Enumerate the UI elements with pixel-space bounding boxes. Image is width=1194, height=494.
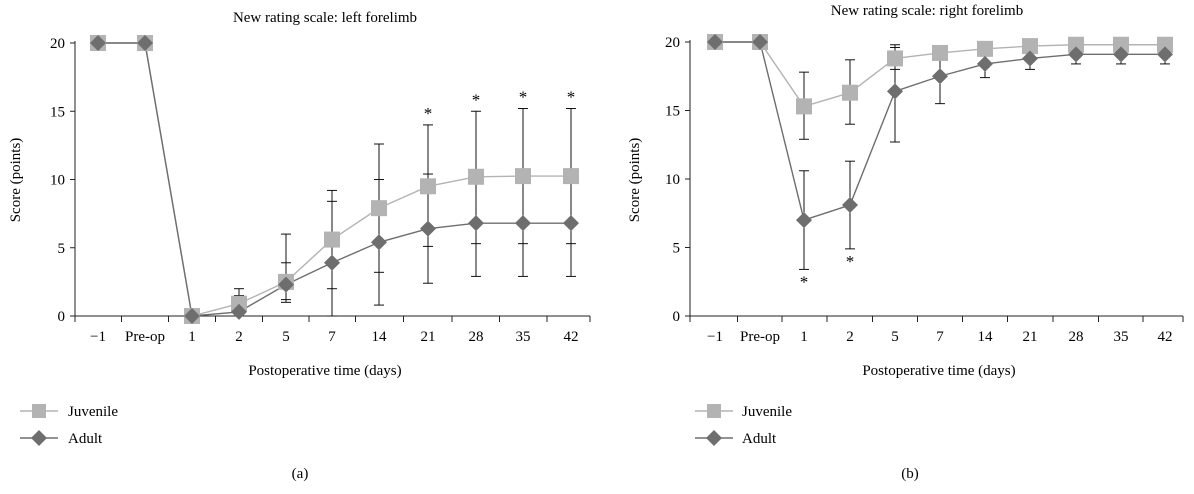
chart-a-point-adult xyxy=(184,308,200,324)
legend-a-adult-marker xyxy=(31,430,47,446)
chart-a-xtick-label: 5 xyxy=(282,329,290,345)
chart-a-point-juvenile xyxy=(515,168,531,185)
chart-a-point-juvenile xyxy=(371,200,387,217)
chart-b-svg: New rating scale: right forelimb Score (… xyxy=(627,3,1184,482)
legend-a-juvenile-marker xyxy=(32,404,46,418)
chart-a-xtick-label: 1 xyxy=(188,329,196,345)
chart-b-ylabel: Score (points) xyxy=(627,138,643,223)
chart-a-significance-marker: * xyxy=(472,90,481,109)
chart-b-title: New rating scale: right forelimb xyxy=(831,3,1023,19)
chart-a-panel-label: (a) xyxy=(292,466,309,482)
chart-b-point-juvenile xyxy=(796,98,812,115)
chart-a-significance-marker: * xyxy=(567,88,576,107)
chart-a-point-adult xyxy=(563,215,579,232)
chart-b-xtick-label: 7 xyxy=(936,329,944,345)
chart-b-point-adult xyxy=(1022,50,1038,67)
chart-b-xtick-label: 21 xyxy=(1023,329,1038,345)
chart-a-point-juvenile xyxy=(420,178,436,195)
chart-b-point-juvenile xyxy=(932,44,948,61)
chart-a-xtick-label: 28 xyxy=(469,329,484,345)
chart-a-ytick-label: 10 xyxy=(50,173,65,189)
chart-b-xtick-label: 1 xyxy=(800,329,808,345)
legend-a-juvenile-label: Juvenile xyxy=(68,404,118,420)
chart-a-point-adult xyxy=(371,234,387,251)
chart-b-point-juvenile xyxy=(1113,36,1129,53)
chart-b-xtick-label: 35 xyxy=(1114,329,1129,345)
chart-a-xtick-label: 7 xyxy=(328,329,336,345)
chart-a-ytick-label: 0 xyxy=(58,309,66,325)
chart-b-point-adult xyxy=(707,34,723,50)
chart-a-ytick-label: 5 xyxy=(58,241,66,257)
chart-b-ytick-label: 0 xyxy=(673,309,681,325)
chart-a-xlabel: Postoperative time (days) xyxy=(248,363,401,379)
chart-a-series-adult-line xyxy=(98,42,571,317)
chart-a-point-juvenile xyxy=(468,168,484,185)
chart-a-point-adult xyxy=(324,254,340,271)
chart-a-point-adult xyxy=(420,220,436,237)
chart-b-point-juvenile xyxy=(1022,38,1038,55)
chart-a-ylabel: Score (points) xyxy=(8,138,24,223)
chart-b-point-juvenile xyxy=(1157,36,1173,53)
chart-b-point-adult xyxy=(1113,46,1129,63)
chart-b-ytick-label: 5 xyxy=(673,241,681,257)
chart-b-point-adult xyxy=(1068,46,1084,63)
chart-a-point-adult xyxy=(231,303,247,320)
chart-b-ytick-label: 15 xyxy=(665,104,680,120)
legend-b-adult-label: Adult xyxy=(742,431,777,447)
chart-a-point-adult xyxy=(278,276,294,293)
chart-a-significance-marker: * xyxy=(424,104,433,123)
legend-a-adult-label: Adult xyxy=(68,431,103,447)
chart-a-xtick-label: 42 xyxy=(564,329,579,345)
chart-a-svg: New rating scale: left forelimb Score (p… xyxy=(8,10,591,482)
chart-b-point-juvenile xyxy=(887,50,903,67)
chart-a-legend: Juvenile Adult xyxy=(20,404,118,447)
chart-a-xtick-label: 21 xyxy=(421,329,436,345)
chart-b-xtick-label: −1 xyxy=(707,329,723,345)
chart-a-point-juvenile xyxy=(563,168,579,185)
chart-a-point-adult xyxy=(137,35,153,51)
chart-b-xlabel: Postoperative time (days) xyxy=(862,363,1015,379)
legend-b-adult-marker xyxy=(706,430,722,446)
chart-a-xtick-label: 35 xyxy=(516,329,531,345)
chart-a-xtick-label: 2 xyxy=(235,329,243,345)
chart-a-xtick-label: Pre-op xyxy=(125,329,165,345)
chart-a-point-adult xyxy=(468,215,484,232)
chart-b-xtick-label: Pre-op xyxy=(740,329,780,345)
chart-a-point-adult xyxy=(515,215,531,232)
chart-b-xtick-label: 2 xyxy=(846,329,854,345)
chart-a-title: New rating scale: left forelimb xyxy=(233,10,417,26)
chart-b-xtick-label: 42 xyxy=(1158,329,1173,345)
chart-b-significance-marker: * xyxy=(846,252,855,271)
chart-b-point-adult xyxy=(977,55,993,72)
chart-b-point-juvenile xyxy=(842,84,858,101)
chart-a-xtick-label: −1 xyxy=(90,329,106,345)
chart-b-ytick-label: 10 xyxy=(665,172,680,188)
chart-a-ytick-label: 20 xyxy=(50,36,65,52)
chart-b-point-adult xyxy=(1157,46,1173,63)
chart-b-ytick-label: 20 xyxy=(665,35,680,51)
chart-b-point-adult xyxy=(932,68,948,85)
chart-a-ytick-label: 15 xyxy=(50,104,65,120)
chart-b-legend: Juvenile Adult xyxy=(695,404,792,447)
chart-a-xtick-label: 14 xyxy=(372,329,388,345)
chart-b-point-adult xyxy=(887,83,903,100)
chart-b-xtick-label: 5 xyxy=(891,329,899,345)
chart-a-point-juvenile xyxy=(324,231,340,248)
chart-a-point-juvenile xyxy=(231,295,247,312)
chart-b-point-adult xyxy=(796,212,812,229)
chart-b-xtick-label: 14 xyxy=(978,329,994,345)
chart-b-point-juvenile xyxy=(977,40,993,57)
chart-b-point-adult xyxy=(842,197,858,214)
chart-b-point-juvenile xyxy=(1068,36,1084,53)
chart-a-point-adult xyxy=(90,35,106,51)
chart-a-significance-marker: * xyxy=(519,88,528,107)
chart-b-significance-marker: * xyxy=(800,272,809,291)
chart-b-panel-label: (b) xyxy=(901,466,919,482)
chart-b-xtick-label: 28 xyxy=(1069,329,1084,345)
chart-panel-b: New rating scale: right forelimb Score (… xyxy=(597,0,1194,494)
chart-panel-a: New rating scale: left forelimb Score (p… xyxy=(8,10,591,482)
legend-b-juvenile-marker xyxy=(707,404,721,418)
legend-b-juvenile-label: Juvenile xyxy=(742,404,792,420)
chart-b-point-adult xyxy=(752,34,768,50)
